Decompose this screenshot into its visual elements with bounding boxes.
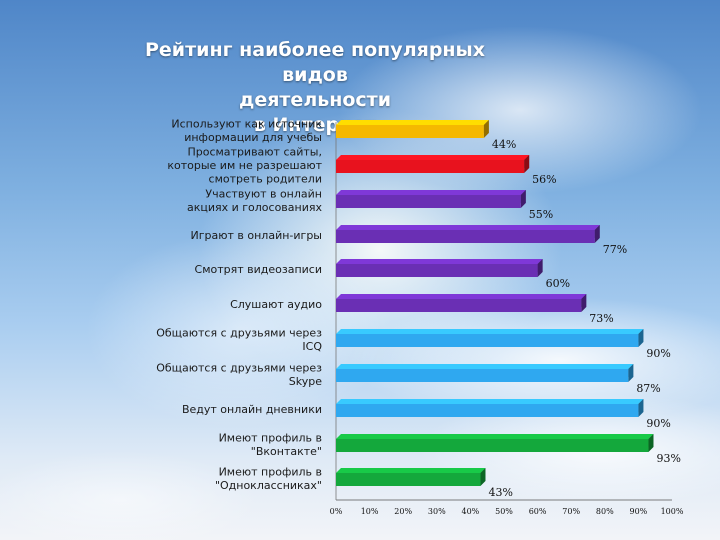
bar-end xyxy=(581,294,587,312)
category-label: Имеют профиль в xyxy=(219,465,322,478)
category-label: Имеют профиль в xyxy=(219,431,322,444)
x-tick-label: 60% xyxy=(529,507,547,516)
bar xyxy=(336,264,538,277)
category-label: которые им не разрешают xyxy=(167,159,322,172)
bar xyxy=(336,195,521,208)
value-label: 73% xyxy=(589,312,613,325)
category-label: Играют в онлайн-игры xyxy=(191,229,322,242)
bar-end xyxy=(483,120,489,138)
category-label: Ведут онлайн дневники xyxy=(182,403,322,416)
category-label: смотреть родители xyxy=(209,173,322,186)
x-tick-label: 50% xyxy=(495,507,513,516)
bar-end xyxy=(537,259,543,277)
value-label: 90% xyxy=(646,417,670,430)
bar-top xyxy=(336,259,543,264)
category-label: "Одноклассниках" xyxy=(215,479,322,492)
value-label: 77% xyxy=(603,243,627,256)
category-label: Участвуют в онлайн xyxy=(205,187,322,200)
chart-title: Рейтинг наиболее популярных видов деятел… xyxy=(110,38,520,138)
category-label: акциях и голосованиях xyxy=(187,201,323,214)
bar xyxy=(336,299,582,312)
category-label: Skype xyxy=(289,375,322,388)
bar-top xyxy=(336,190,526,195)
x-tick-label: 20% xyxy=(394,507,412,516)
category-label: Используют как источник xyxy=(171,117,322,130)
bar-end xyxy=(594,225,600,243)
value-label: 87% xyxy=(636,382,660,395)
bar-top xyxy=(336,329,644,334)
bar-top xyxy=(336,120,489,125)
bar-end xyxy=(480,468,486,486)
category-label: Смотрят видеозаписи xyxy=(195,263,322,276)
x-tick-label: 0% xyxy=(330,507,343,516)
bar-top xyxy=(336,468,486,473)
bar-top xyxy=(336,399,644,404)
x-tick-label: 40% xyxy=(462,507,480,516)
bar-end xyxy=(638,329,644,347)
x-tick-label: 10% xyxy=(361,507,379,516)
bar xyxy=(336,404,639,417)
value-label: 55% xyxy=(529,208,553,221)
x-tick-label: 80% xyxy=(596,507,614,516)
x-tick-label: 100% xyxy=(661,507,684,516)
value-label: 93% xyxy=(656,452,680,465)
x-tick-label: 30% xyxy=(428,507,446,516)
bar-top xyxy=(336,225,600,230)
category-label: ICQ xyxy=(302,340,322,353)
bar-top xyxy=(336,155,530,160)
category-label: Слушают аудио xyxy=(230,298,322,311)
bar xyxy=(336,334,639,347)
bar xyxy=(336,369,629,382)
category-label: Общаются с друзьями через xyxy=(156,326,322,339)
bar xyxy=(336,473,481,486)
bar xyxy=(336,125,484,138)
value-label: 44% xyxy=(492,138,516,151)
bar-end xyxy=(648,434,654,452)
category-label: Общаются с друзьями через xyxy=(156,361,322,374)
value-label: 60% xyxy=(546,277,570,290)
value-label: 43% xyxy=(488,486,512,499)
chart-title-line-1: Рейтинг наиболее популярных видов xyxy=(145,39,485,86)
bar xyxy=(336,230,595,243)
bar-top xyxy=(336,294,587,299)
category-label: Просматривают сайты, xyxy=(187,146,322,159)
chart-title-line-2: деятельности xyxy=(238,89,392,111)
bar xyxy=(336,160,525,173)
category-label: "Вконтакте" xyxy=(251,445,322,458)
bar-top xyxy=(336,364,634,369)
bar-top xyxy=(336,434,654,439)
x-tick-label: 70% xyxy=(562,507,580,516)
bar-end xyxy=(520,190,526,208)
bar-end xyxy=(524,155,530,173)
value-label: 56% xyxy=(532,173,556,186)
bar xyxy=(336,439,649,452)
x-tick-label: 90% xyxy=(630,507,648,516)
category-label: информации для учебы xyxy=(184,131,322,144)
bar-end xyxy=(638,399,644,417)
bar-end xyxy=(628,364,634,382)
value-label: 90% xyxy=(646,347,670,360)
